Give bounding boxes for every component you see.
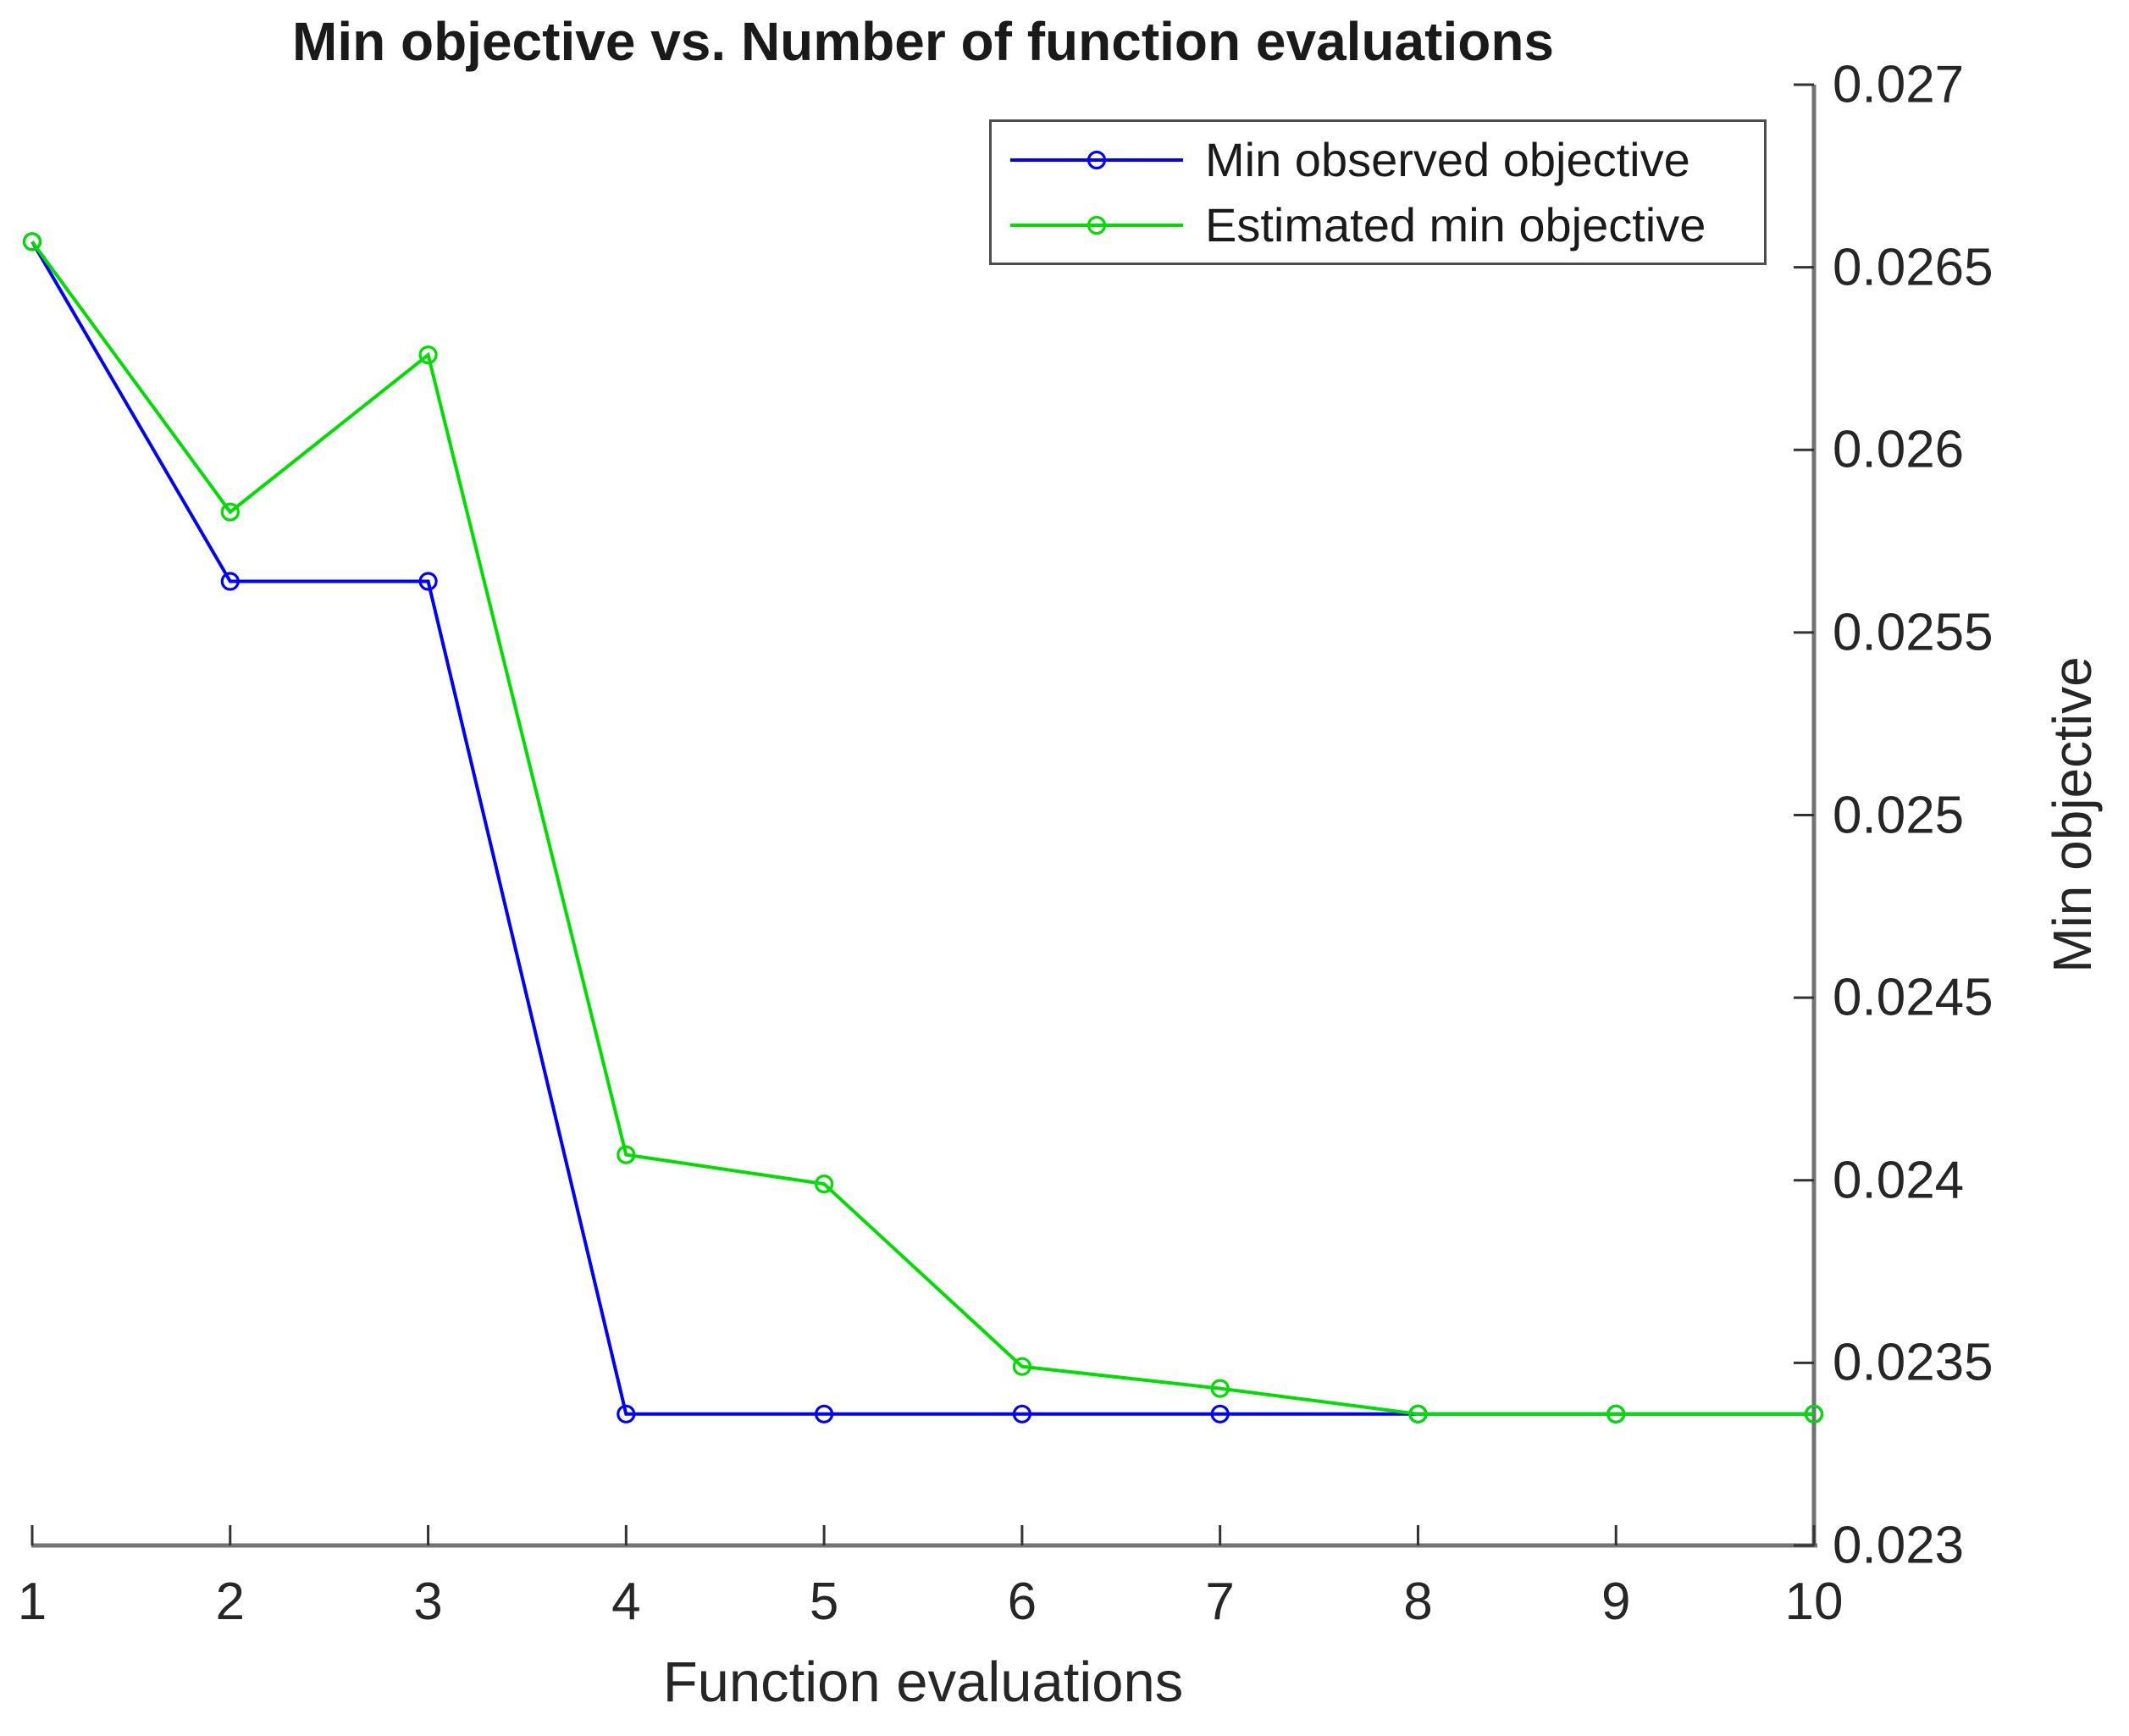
data-point-marker <box>1012 1404 1032 1424</box>
legend-item-estimated-min-objective: Estimated min objective <box>992 198 1764 252</box>
x-tick-label: 10 <box>1784 1573 1844 1631</box>
data-point-marker <box>418 346 438 365</box>
x-tick-label: 7 <box>1205 1573 1235 1631</box>
data-point-marker <box>617 1145 636 1164</box>
data-point-marker <box>418 572 438 591</box>
legend-line-sample <box>1010 215 1183 235</box>
series-line-estimated <box>30 240 1814 1416</box>
data-point-marker <box>814 1404 834 1424</box>
legend-label: Min observed objective <box>1205 133 1690 186</box>
series <box>22 232 1824 1424</box>
x-tick-label: 3 <box>413 1573 443 1631</box>
y-tick-label: 0.0235 <box>1833 1333 1994 1392</box>
x-tick-label: 5 <box>809 1573 839 1631</box>
data-point-marker <box>1012 1357 1032 1376</box>
legend-label: Estimated min objective <box>1205 198 1706 252</box>
legend-item-min-observed-objective: Min observed objective <box>992 133 1764 187</box>
y-tick-label: 0.0265 <box>1833 238 1994 297</box>
x-tick-label: 8 <box>1403 1573 1433 1631</box>
axes <box>30 83 1817 1548</box>
y-tick-label: 0.027 <box>1833 55 1965 114</box>
data-point-marker <box>1804 1404 1824 1424</box>
data-point-marker <box>1606 1404 1626 1424</box>
x-axis-label: Function evaluations <box>662 1650 1184 1714</box>
data-point-marker <box>220 502 240 522</box>
y-tick-label: 0.025 <box>1833 786 1965 844</box>
x-tick-label: 4 <box>611 1573 641 1631</box>
y-tick-label: 0.0255 <box>1833 603 1994 662</box>
data-point-marker <box>617 1404 636 1424</box>
data-point-marker <box>1210 1379 1230 1398</box>
series-line-observed <box>30 240 1814 1416</box>
y-tick-label: 0.026 <box>1833 420 1965 479</box>
data-point-marker <box>22 232 42 252</box>
x-tick-label: 1 <box>17 1573 47 1631</box>
data-point-marker <box>220 572 240 591</box>
y-axis-label: Min objective <box>2042 656 2103 973</box>
x-tick-label: 2 <box>215 1573 246 1631</box>
data-point-marker <box>1408 1404 1428 1424</box>
data-point-marker <box>1210 1404 1230 1424</box>
legend: Min observed objective Estimated min obj… <box>989 119 1767 265</box>
x-tick-label: 9 <box>1601 1573 1631 1631</box>
data-point-marker <box>814 1174 834 1194</box>
chart-title: Min objective vs. Number of function eva… <box>292 11 1554 72</box>
y-tick-label: 0.023 <box>1833 1516 1965 1575</box>
y-tick-label: 0.024 <box>1833 1151 1965 1210</box>
x-tick-label: 6 <box>1007 1573 1037 1631</box>
legend-line-sample <box>1010 150 1183 169</box>
y-tick-label: 0.0245 <box>1833 968 1994 1027</box>
